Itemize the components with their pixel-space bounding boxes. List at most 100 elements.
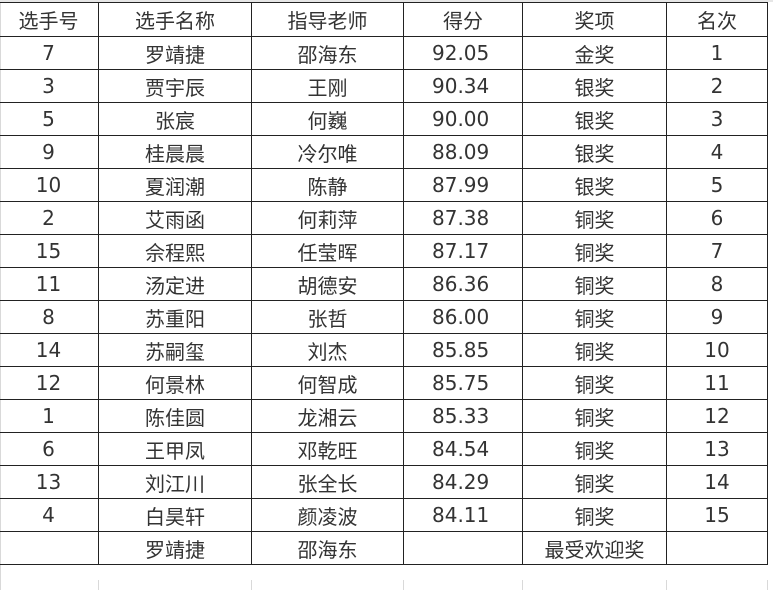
cell-contestant-number[interactable]: 2 (0, 201, 99, 235)
cell-rank[interactable]: 8 (666, 267, 768, 301)
cell-rank[interactable]: 10 (666, 333, 768, 367)
cell-award[interactable]: 最受欢迎奖 (522, 531, 667, 565)
cell-contestant-name[interactable]: 白昊轩 (98, 498, 252, 532)
header-award[interactable]: 奖项 (522, 2, 667, 37)
cell-score[interactable]: 85.75 (403, 366, 523, 400)
cell-contestant-name[interactable]: 罗靖捷 (98, 36, 252, 70)
cell-contestant-name[interactable]: 刘江川 (98, 465, 252, 499)
cell-instructor[interactable]: 邵海东 (251, 531, 404, 565)
cell-rank[interactable]: 1 (666, 36, 768, 70)
cell-contestant-number[interactable]: 4 (0, 498, 99, 532)
cell-instructor[interactable]: 邓乾旺 (251, 432, 404, 466)
cell-contestant-name[interactable]: 陈佳圆 (98, 399, 252, 433)
cell-score[interactable] (403, 531, 523, 565)
cell-contestant-number[interactable]: 9 (0, 135, 99, 169)
cell-instructor[interactable]: 胡德安 (251, 267, 404, 301)
cell-score[interactable]: 84.11 (403, 498, 523, 532)
cell-rank[interactable]: 9 (666, 300, 768, 334)
cell-rank[interactable]: 7 (666, 234, 768, 268)
cell-instructor[interactable]: 陈静 (251, 168, 404, 202)
cell-score[interactable]: 87.38 (403, 201, 523, 235)
cell-score[interactable]: 84.29 (403, 465, 523, 499)
header-rank[interactable]: 名次 (666, 2, 768, 37)
cell-rank[interactable]: 11 (666, 366, 768, 400)
cell-instructor[interactable]: 冷尔唯 (251, 135, 404, 169)
cell-contestant-name[interactable]: 佘程熙 (98, 234, 252, 268)
header-score[interactable]: 得分 (403, 2, 523, 37)
cell-contestant-number[interactable]: 13 (0, 465, 99, 499)
cell-contestant-name[interactable]: 汤定进 (98, 267, 252, 301)
cell-contestant-number[interactable]: 12 (0, 366, 99, 400)
cell-score[interactable]: 85.85 (403, 333, 523, 367)
cell-contestant-number[interactable]: 10 (0, 168, 99, 202)
cell-score[interactable]: 87.17 (403, 234, 523, 268)
cell-instructor[interactable]: 刘杰 (251, 333, 404, 367)
cell-score[interactable]: 86.36 (403, 267, 523, 301)
cell-contestant-number[interactable]: 7 (0, 36, 99, 70)
cell-contestant-name[interactable]: 王甲凤 (98, 432, 252, 466)
cell-contestant-name[interactable]: 贾宇辰 (98, 69, 252, 103)
cell-score[interactable]: 88.09 (403, 135, 523, 169)
cell-contestant-number[interactable]: 15 (0, 234, 99, 268)
cell-contestant-name[interactable]: 苏重阳 (98, 300, 252, 334)
cell-instructor[interactable]: 邵海东 (251, 36, 404, 70)
cell-instructor[interactable]: 何智成 (251, 366, 404, 400)
cell-instructor[interactable]: 何莉萍 (251, 201, 404, 235)
cell-contestant-number[interactable]: 3 (0, 69, 99, 103)
cell-award[interactable]: 银奖 (522, 102, 667, 136)
cell-instructor[interactable]: 王刚 (251, 69, 404, 103)
cell-rank[interactable]: 13 (666, 432, 768, 466)
cell-rank[interactable]: 6 (666, 201, 768, 235)
cell-contestant-number[interactable]: 11 (0, 267, 99, 301)
cell-contestant-name[interactable]: 桂晨晨 (98, 135, 252, 169)
cell-rank[interactable]: 15 (666, 498, 768, 532)
cell-contestant-name[interactable]: 张宸 (98, 102, 252, 136)
cell-score[interactable]: 90.00 (403, 102, 523, 136)
cell-rank[interactable]: 4 (666, 135, 768, 169)
cell-award[interactable]: 铜奖 (522, 498, 667, 532)
cell-rank[interactable]: 5 (666, 168, 768, 202)
cell-award[interactable]: 铜奖 (522, 300, 667, 334)
cell-award[interactable]: 铜奖 (522, 333, 667, 367)
cell-instructor[interactable]: 张哲 (251, 300, 404, 334)
cell-instructor[interactable]: 何巍 (251, 102, 404, 136)
cell-score[interactable]: 84.54 (403, 432, 523, 466)
cell-contestant-name[interactable]: 艾雨函 (98, 201, 252, 235)
header-contestant-name[interactable]: 选手名称 (98, 2, 252, 37)
cell-contestant-name[interactable]: 夏润潮 (98, 168, 252, 202)
cell-score[interactable]: 92.05 (403, 36, 523, 70)
cell-contestant-number[interactable]: 8 (0, 300, 99, 334)
cell-award[interactable]: 银奖 (522, 168, 667, 202)
cell-award[interactable]: 铜奖 (522, 366, 667, 400)
cell-award[interactable]: 铜奖 (522, 201, 667, 235)
header-contestant-number[interactable]: 选手号 (0, 2, 99, 37)
cell-award[interactable]: 铜奖 (522, 465, 667, 499)
cell-score[interactable]: 85.33 (403, 399, 523, 433)
cell-award[interactable]: 银奖 (522, 135, 667, 169)
cell-rank[interactable]: 14 (666, 465, 768, 499)
cell-award[interactable]: 铜奖 (522, 432, 667, 466)
cell-score[interactable]: 90.34 (403, 69, 523, 103)
cell-contestant-name[interactable]: 何景林 (98, 366, 252, 400)
cell-contestant-number[interactable]: 1 (0, 399, 99, 433)
cell-contestant-number[interactable]: 14 (0, 333, 99, 367)
cell-instructor[interactable]: 龙湘云 (251, 399, 404, 433)
cell-contestant-name[interactable]: 苏嗣玺 (98, 333, 252, 367)
cell-instructor[interactable]: 张全长 (251, 465, 404, 499)
cell-score[interactable]: 87.99 (403, 168, 523, 202)
cell-contestant-number[interactable]: 5 (0, 102, 99, 136)
cell-rank[interactable]: 3 (666, 102, 768, 136)
cell-rank[interactable]: 2 (666, 69, 768, 103)
cell-rank[interactable]: 12 (666, 399, 768, 433)
cell-award[interactable]: 银奖 (522, 69, 667, 103)
cell-award[interactable]: 铜奖 (522, 267, 667, 301)
cell-award[interactable]: 铜奖 (522, 399, 667, 433)
cell-contestant-name[interactable]: 罗靖捷 (98, 531, 252, 565)
cell-contestant-number[interactable]: 6 (0, 432, 99, 466)
cell-award[interactable]: 金奖 (522, 36, 667, 70)
cell-contestant-number[interactable] (0, 531, 99, 565)
cell-instructor[interactable]: 任莹晖 (251, 234, 404, 268)
cell-score[interactable]: 86.00 (403, 300, 523, 334)
header-instructor[interactable]: 指导老师 (251, 2, 404, 37)
cell-instructor[interactable]: 颜凌波 (251, 498, 404, 532)
